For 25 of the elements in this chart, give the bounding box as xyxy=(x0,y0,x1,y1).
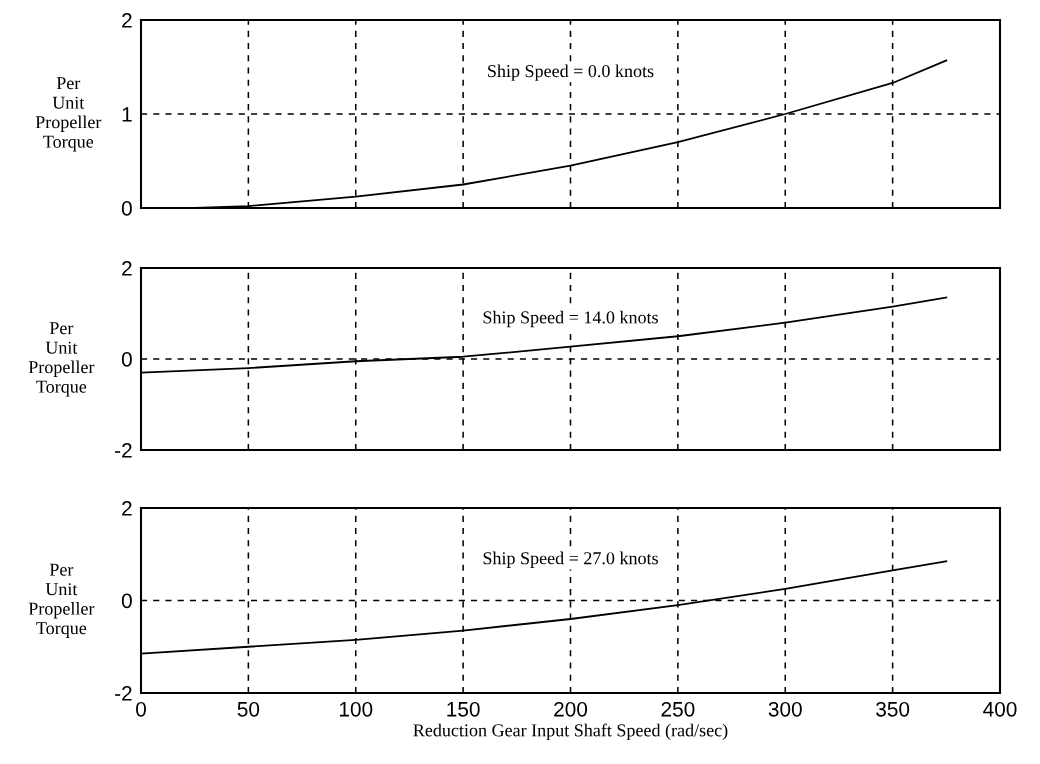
y-tick-label: 2 xyxy=(122,501,132,516)
y-tick-label: 0 xyxy=(121,201,132,216)
y-tick-label: 2 xyxy=(122,261,132,276)
y-tick-label: 0 xyxy=(121,593,132,609)
annotation: Ship Speed = 27.0 knots xyxy=(483,551,658,568)
x-tick-label: 400 xyxy=(983,701,1017,717)
y-tick-label: -2 xyxy=(115,686,132,701)
y-tick-label: 0 xyxy=(121,352,132,367)
y-axis-title: Per Unit Propeller Torque xyxy=(28,322,95,397)
y-tick-label: -2 xyxy=(115,443,132,458)
x-tick-label: 350 xyxy=(876,701,910,717)
y-axis-title: Per Unit Propeller Torque xyxy=(28,563,95,638)
x-tick-label: 200 xyxy=(554,701,588,717)
y-axis-title: Per Unit Propeller Torque xyxy=(35,77,102,152)
x-tick-label: 250 xyxy=(661,701,695,717)
annotation: Ship Speed = 14.0 knots xyxy=(483,310,658,328)
x-tick-label: 300 xyxy=(768,701,802,717)
x-tick-label: 0 xyxy=(136,701,146,717)
annotation: Ship Speed = 0.0 knots xyxy=(488,64,654,81)
y-tick-label: 1 xyxy=(122,107,132,122)
x-axis-title: Reduction Gear Input Shaft Speed (rad/sec) xyxy=(413,723,728,741)
x-tick-label: 150 xyxy=(447,701,480,717)
x-tick-label: 100 xyxy=(339,701,373,717)
y-tick-label: 2 xyxy=(122,13,132,28)
x-tick-label: 50 xyxy=(237,701,260,717)
